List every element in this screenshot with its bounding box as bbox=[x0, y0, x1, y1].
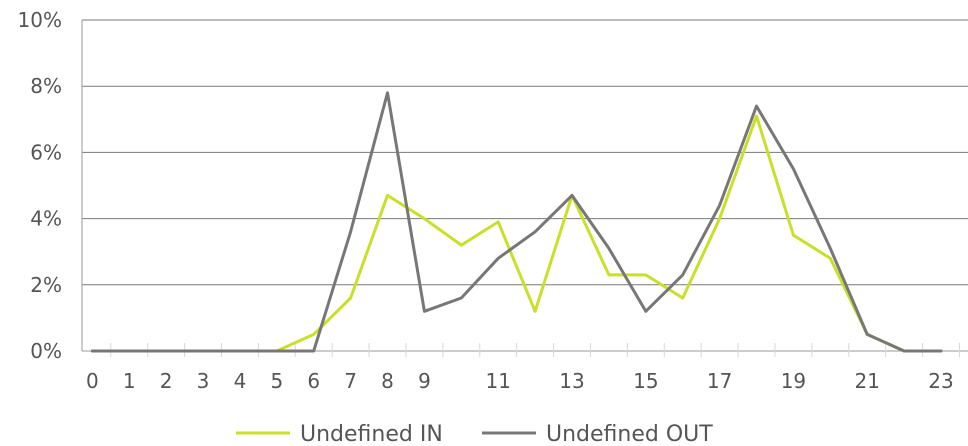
y-tick-label: 10% bbox=[18, 8, 62, 32]
legend-label-1: Undefined OUT bbox=[546, 422, 713, 446]
series-line-1 bbox=[90, 91, 943, 353]
x-axis-ticks: 0 1 2 3 4 5 6 7 8 9 11 13 15 17 19 21 23 bbox=[86, 369, 954, 393]
x-tick-label: 8 bbox=[381, 369, 394, 393]
x-tick-label: 23 bbox=[928, 369, 953, 393]
x-tick-label: 6 bbox=[307, 369, 320, 393]
x-tick-label: 11 bbox=[486, 369, 511, 393]
x-tick-label: 21 bbox=[855, 369, 880, 393]
x-tick-label: 17 bbox=[707, 369, 732, 393]
y-tick-label: 8% bbox=[30, 74, 62, 98]
x-tick-label: 4 bbox=[234, 369, 247, 393]
x-tick-label: 2 bbox=[160, 369, 173, 393]
x-tick-label: 15 bbox=[633, 369, 658, 393]
x-tick-label: 9 bbox=[418, 369, 431, 393]
series-line-0 bbox=[90, 114, 943, 353]
grid bbox=[81, 19, 968, 357]
x-tick-label: 0 bbox=[86, 369, 99, 393]
y-tick-label: 0% bbox=[30, 339, 62, 363]
x-tick-label: 3 bbox=[197, 369, 210, 393]
y-axis-ticks: 0% 2% 4% 6% 8% 10% bbox=[18, 8, 62, 363]
series-lines bbox=[90, 91, 943, 353]
x-tick-label: 19 bbox=[781, 369, 806, 393]
x-tick-label: 5 bbox=[270, 369, 283, 393]
x-tick-label: 1 bbox=[123, 369, 136, 393]
x-tick-label: 7 bbox=[344, 369, 357, 393]
y-tick-label: 2% bbox=[30, 273, 62, 297]
y-tick-label: 6% bbox=[30, 140, 62, 164]
y-tick-label: 4% bbox=[30, 207, 62, 231]
legend: Undefined IN Undefined OUT bbox=[236, 422, 713, 446]
x-tick-label: 13 bbox=[559, 369, 584, 393]
legend-label-0: Undefined IN bbox=[300, 422, 443, 446]
